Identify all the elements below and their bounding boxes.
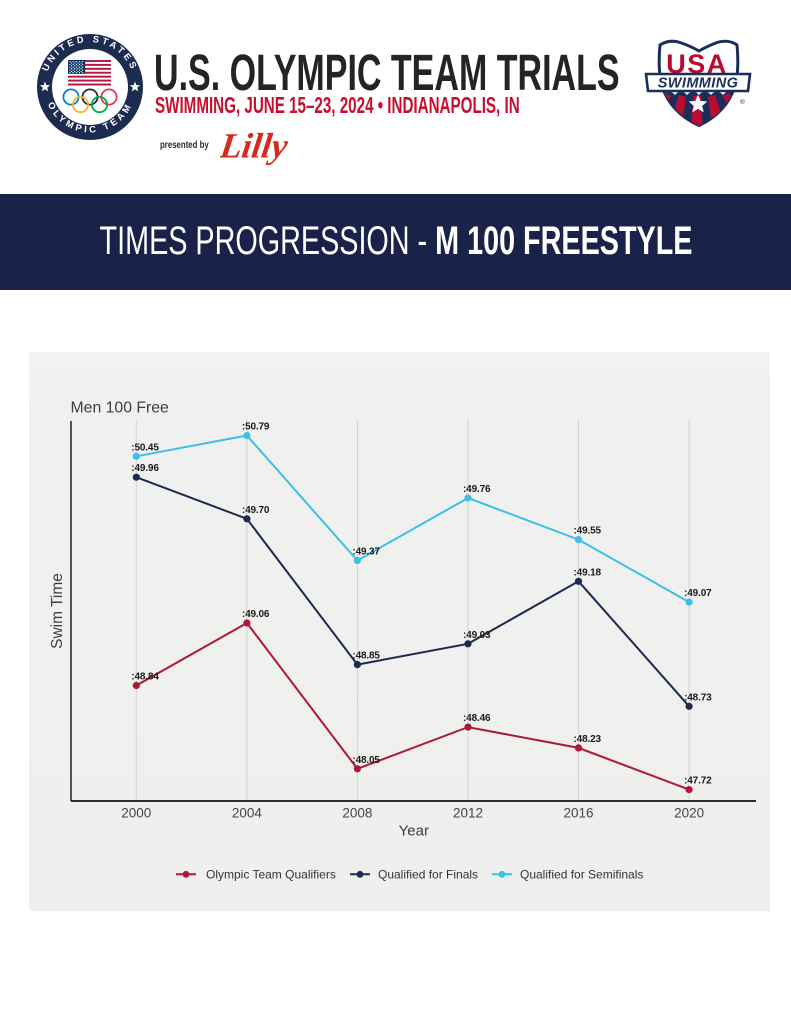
svg-text:2016: 2016 xyxy=(563,806,593,821)
svg-text::49.18: :49.18 xyxy=(574,567,602,578)
svg-text:Swim Time: Swim Time xyxy=(49,573,66,649)
svg-text::50.45: :50.45 xyxy=(131,442,159,453)
svg-text::49.37: :49.37 xyxy=(352,547,380,558)
svg-text::49.96: :49.96 xyxy=(131,463,159,474)
svg-text::48.23: :48.23 xyxy=(574,734,602,745)
svg-text::48.85: :48.85 xyxy=(352,651,380,662)
svg-text:Olympic Team Qualifiers: Olympic Team Qualifiers xyxy=(206,867,336,881)
svg-text:SWIMMING: SWIMMING xyxy=(658,76,739,92)
svg-text::50.79: :50.79 xyxy=(242,422,270,433)
svg-text:Qualified for Finals: Qualified for Finals xyxy=(378,867,478,881)
svg-text::49.03: :49.03 xyxy=(463,630,491,641)
svg-text::49.76: :49.76 xyxy=(463,484,491,495)
svg-text::49.55: :49.55 xyxy=(574,526,602,537)
svg-text::48.84: :48.84 xyxy=(131,672,159,683)
svg-text::48.46: :48.46 xyxy=(463,713,491,724)
svg-text:®: ® xyxy=(740,98,745,106)
svg-text::49.07: :49.07 xyxy=(684,588,712,599)
svg-text::48.73: :48.73 xyxy=(684,692,712,703)
svg-text::49.06: :49.06 xyxy=(242,609,270,620)
svg-text:2004: 2004 xyxy=(232,806,263,821)
svg-text:Year: Year xyxy=(399,823,429,840)
svg-text:Lilly: Lilly xyxy=(220,126,291,166)
svg-text:2012: 2012 xyxy=(453,806,483,821)
svg-text::49.70: :49.70 xyxy=(242,505,270,516)
svg-text:2020: 2020 xyxy=(674,806,704,821)
svg-text:Men 100 Free: Men 100 Free xyxy=(71,400,170,417)
svg-text::47.72: :47.72 xyxy=(684,776,712,787)
svg-text:2008: 2008 xyxy=(342,806,372,821)
svg-text:2000: 2000 xyxy=(121,806,151,821)
svg-text:Qualified for Semifinals: Qualified for Semifinals xyxy=(520,867,643,881)
svg-text::48.05: :48.05 xyxy=(352,755,380,766)
